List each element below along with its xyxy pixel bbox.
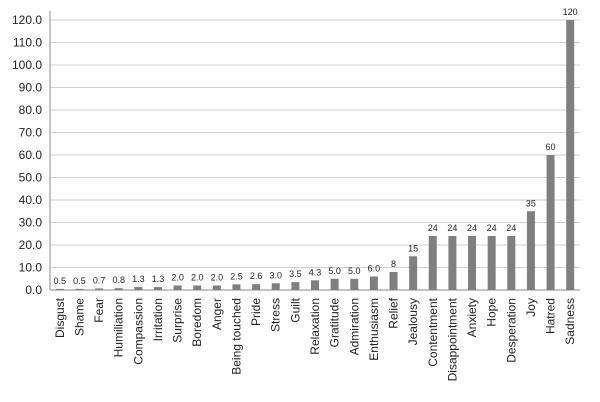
- bar: [232, 284, 241, 290]
- value-label: 35: [526, 198, 536, 208]
- bar: [252, 284, 261, 290]
- x-tick-label: Gratitude: [328, 298, 342, 348]
- value-label: 60: [546, 142, 556, 152]
- x-tick-label: Jealousy: [406, 298, 420, 345]
- bar: [448, 236, 457, 290]
- x-tick-label: Fear: [92, 298, 106, 323]
- value-label: 24: [428, 223, 438, 233]
- y-tick-label: 80.0: [19, 103, 43, 117]
- bar: [468, 236, 477, 290]
- x-tick-label: Disgust: [53, 297, 67, 338]
- bar: [134, 287, 143, 290]
- value-label: 0.7: [93, 275, 106, 285]
- x-tick-label: Pride: [249, 298, 263, 326]
- value-label: 24: [487, 223, 497, 233]
- y-tick-label: 60.0: [19, 148, 43, 162]
- y-tick-label: 120.0: [12, 13, 42, 27]
- y-tick-label: 100.0: [12, 58, 42, 72]
- value-label: 15: [408, 243, 418, 253]
- value-label: 4.3: [309, 267, 322, 277]
- y-tick-label: 40.0: [19, 193, 43, 207]
- value-label: 6.0: [368, 264, 381, 274]
- bar: [409, 256, 418, 290]
- bar: [566, 20, 575, 290]
- bar: [95, 288, 104, 290]
- y-tick-label: 10.0: [19, 261, 43, 275]
- y-tick-label: 90.0: [19, 81, 43, 95]
- value-label: 24: [467, 223, 477, 233]
- y-tick-label: 30.0: [19, 216, 43, 230]
- x-tick-label: Contentment: [426, 297, 440, 366]
- x-tick-label: Admiration: [347, 298, 361, 355]
- x-tick-label: Joy: [524, 298, 538, 317]
- value-label: 0.5: [54, 276, 67, 286]
- bar: [291, 282, 300, 290]
- bar: [212, 285, 221, 290]
- value-label: 24: [447, 223, 457, 233]
- x-tick-label: Relaxation: [308, 298, 322, 355]
- value-label: 120: [563, 7, 578, 17]
- bar: [546, 155, 555, 290]
- x-tick-label: Hope: [485, 298, 499, 327]
- value-label: 3.5: [289, 269, 302, 279]
- bar: [428, 236, 437, 290]
- bar: [487, 236, 496, 290]
- x-tick-label: Desperation: [504, 298, 518, 363]
- value-label: 3.0: [269, 270, 282, 280]
- value-label: 2.0: [191, 273, 204, 283]
- bar: [350, 278, 359, 290]
- x-tick-label: Boredom: [190, 298, 204, 347]
- bar: [153, 287, 162, 290]
- value-label: 2.0: [171, 273, 184, 283]
- value-label: 24: [506, 223, 516, 233]
- bar: [311, 280, 319, 290]
- value-label: 1.3: [132, 274, 145, 284]
- x-tick-label: Sadness: [563, 298, 577, 345]
- bar: [114, 288, 123, 290]
- x-tick-label: Enthusiasm: [367, 298, 381, 361]
- x-tick-label: Surprise: [171, 298, 185, 343]
- y-tick-label: 50.0: [19, 171, 43, 185]
- x-tick-label: Relief: [387, 297, 401, 328]
- value-label: 0.8: [112, 275, 125, 285]
- bar: [507, 236, 516, 290]
- bar: [271, 283, 280, 290]
- x-tick-label: Being touched: [229, 298, 243, 375]
- value-label: 5.0: [328, 266, 341, 276]
- x-tick-label: Disappointment: [445, 297, 459, 381]
- bar: [369, 276, 378, 290]
- bar: [526, 211, 535, 290]
- bar: [389, 272, 398, 290]
- y-tick-label: 70.0: [19, 126, 43, 140]
- x-tick-label: Anger: [210, 298, 224, 330]
- x-tick-label: Shame: [72, 298, 86, 336]
- x-tick-label: Anxiety: [465, 298, 479, 337]
- value-label: 2.6: [250, 271, 263, 281]
- y-tick-label: 110.0: [13, 36, 42, 50]
- x-tick-label: Humiliation: [112, 298, 126, 357]
- y-tick-label: 20.0: [19, 238, 43, 252]
- value-label: 8: [391, 259, 396, 269]
- x-tick-label: Stress: [269, 298, 283, 332]
- x-tick-label: Compassion: [131, 298, 145, 365]
- x-tick-label: Hatred: [544, 298, 558, 334]
- value-label: 1.3: [152, 274, 165, 284]
- bar: [55, 288, 64, 290]
- value-label: 2.0: [211, 273, 224, 283]
- x-tick-label: Irritation: [151, 298, 165, 341]
- value-label: 2.5: [230, 271, 243, 281]
- bar: [193, 285, 202, 290]
- value-label: 0.5: [73, 276, 86, 286]
- bar: [173, 285, 182, 290]
- x-tick-label: Guilt: [288, 297, 302, 322]
- bar: [75, 288, 84, 290]
- y-tick-label: 0.0: [25, 283, 42, 297]
- value-label: 5.0: [348, 266, 361, 276]
- bar: [330, 278, 339, 290]
